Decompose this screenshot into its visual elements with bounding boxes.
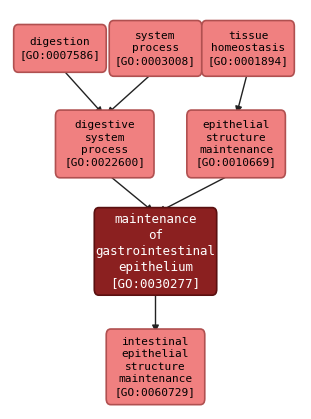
FancyBboxPatch shape (187, 110, 285, 178)
FancyBboxPatch shape (202, 21, 294, 76)
Text: epithelial
structure
maintenance
[GO:0010669]: epithelial structure maintenance [GO:001… (196, 120, 276, 168)
Text: intestinal
epithelial
structure
maintenance
[GO:0060729]: intestinal epithelial structure maintena… (115, 337, 196, 397)
FancyBboxPatch shape (94, 207, 217, 295)
FancyBboxPatch shape (14, 24, 106, 72)
FancyBboxPatch shape (106, 329, 205, 405)
Text: digestive
system
process
[GO:0022600]: digestive system process [GO:0022600] (64, 120, 145, 168)
Text: maintenance
of
gastrointestinal
epithelium
[GO:0030277]: maintenance of gastrointestinal epitheli… (95, 213, 216, 290)
Text: tissue
homeostasis
[GO:0001894]: tissue homeostasis [GO:0001894] (207, 31, 289, 66)
FancyBboxPatch shape (109, 21, 202, 76)
Text: system
process
[GO:0003008]: system process [GO:0003008] (115, 31, 196, 66)
FancyBboxPatch shape (55, 110, 154, 178)
Text: digestion
[GO:0007586]: digestion [GO:0007586] (20, 37, 100, 59)
